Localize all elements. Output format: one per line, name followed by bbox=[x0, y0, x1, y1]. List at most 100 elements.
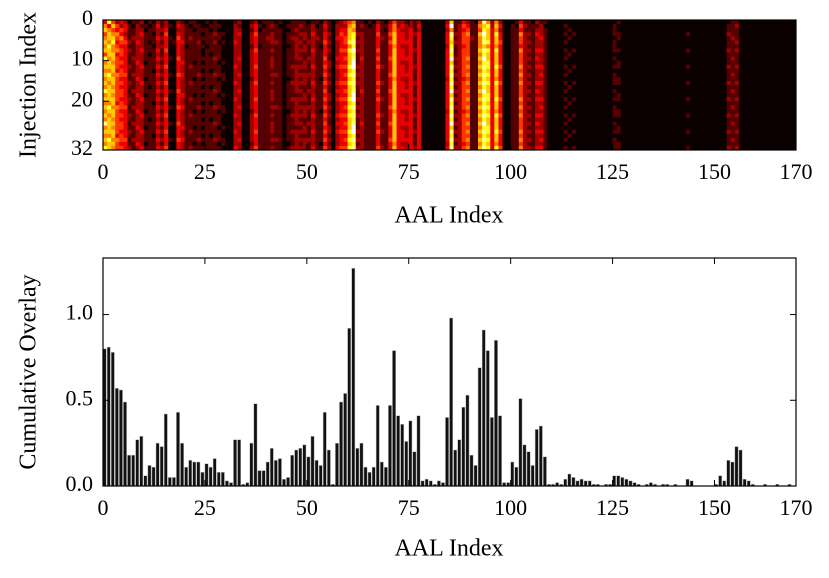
heatmap-cell bbox=[555, 52, 560, 57]
heatmap-cell bbox=[335, 64, 340, 70]
heatmap-cell bbox=[208, 28, 214, 33]
heatmap-cell bbox=[498, 125, 503, 131]
heatmap-cell bbox=[274, 72, 279, 78]
heatmap-cell bbox=[596, 36, 601, 41]
heatmap-cell bbox=[681, 125, 687, 131]
heatmap-cell bbox=[233, 72, 238, 78]
heatmap-cell bbox=[453, 129, 459, 135]
heatmap-cell bbox=[323, 36, 328, 41]
heatmap-cell bbox=[441, 40, 446, 45]
heatmap-cell bbox=[620, 32, 626, 37]
heatmap-cell bbox=[575, 125, 581, 131]
heatmap-cell bbox=[388, 133, 393, 139]
heatmap-cell bbox=[180, 117, 185, 122]
heatmap-cell bbox=[168, 32, 173, 37]
heatmap-cell bbox=[657, 28, 662, 33]
heatmap-cell bbox=[445, 20, 450, 25]
heatmap-cell bbox=[478, 44, 483, 49]
heatmap-cell bbox=[233, 24, 238, 29]
heatmap-cell bbox=[253, 129, 259, 135]
heatmap-cell bbox=[221, 52, 226, 57]
heatmap-cell bbox=[445, 24, 450, 29]
heatmap-cell bbox=[176, 44, 181, 49]
heatmap-cell bbox=[596, 20, 601, 25]
heatmap-cell bbox=[522, 20, 528, 25]
heatmap-cell bbox=[107, 89, 112, 94]
heatmap-cell bbox=[461, 101, 467, 106]
heatmap-cell bbox=[469, 32, 475, 37]
heatmap-cell bbox=[661, 97, 666, 102]
heatmap-cell bbox=[314, 56, 320, 62]
heatmap-cell bbox=[632, 36, 638, 41]
heatmap-cell bbox=[433, 93, 438, 98]
heatmap-cell bbox=[416, 117, 422, 122]
heatmap-cell bbox=[787, 113, 793, 118]
heatmap-cell bbox=[465, 64, 471, 70]
heatmap-cell bbox=[718, 113, 724, 118]
heatmap-cell bbox=[290, 64, 295, 70]
heatmap-cell bbox=[584, 60, 589, 66]
heatmap-cell bbox=[298, 56, 304, 62]
heatmap-cell bbox=[637, 68, 642, 74]
heatmap-cell bbox=[213, 52, 218, 57]
heatmap-cell bbox=[168, 109, 173, 114]
heatmap-cell bbox=[559, 80, 565, 86]
heatmap-cell bbox=[302, 32, 308, 37]
heatmap-cell bbox=[624, 68, 630, 74]
heatmap-cell bbox=[282, 80, 287, 86]
heatmap-cell bbox=[482, 32, 487, 37]
heatmap-cell bbox=[339, 137, 344, 143]
heatmap-cell bbox=[669, 133, 675, 139]
heatmap-cell bbox=[363, 32, 369, 37]
heatmap-cell bbox=[180, 48, 185, 53]
heatmap-cell bbox=[571, 89, 577, 94]
heatmap-cell bbox=[482, 60, 487, 66]
heatmap-cell bbox=[298, 89, 304, 94]
heatmap-cell bbox=[445, 129, 450, 135]
heatmap-cell bbox=[221, 85, 226, 90]
heatmap-cell bbox=[702, 36, 707, 41]
heatmap-cell bbox=[355, 105, 361, 110]
heatmap-cell bbox=[669, 56, 675, 62]
heatmap-cell bbox=[539, 40, 544, 45]
heatmap-cell bbox=[237, 133, 242, 139]
heatmap-cell bbox=[298, 129, 304, 135]
heatmap-cell bbox=[392, 52, 397, 57]
heatmap-cell bbox=[188, 76, 194, 82]
heatmap-cell bbox=[738, 60, 744, 66]
heatmap-cell bbox=[596, 85, 601, 90]
heatmap-cell bbox=[298, 28, 304, 33]
heatmap-cell bbox=[392, 101, 397, 106]
heatmap-cell bbox=[408, 60, 414, 66]
heatmap-cell bbox=[706, 121, 711, 127]
heatmap-cell bbox=[241, 137, 247, 143]
heatmap-cell bbox=[229, 121, 234, 127]
heatmap-cell bbox=[767, 48, 772, 53]
heatmap-cell bbox=[596, 97, 601, 102]
heatmap-cell bbox=[188, 101, 194, 106]
heatmap-cell bbox=[306, 20, 312, 25]
heatmap-cell bbox=[665, 80, 671, 86]
heatmap-cell bbox=[249, 109, 255, 114]
heatmap-cell bbox=[160, 85, 165, 90]
heatmap-cell bbox=[233, 121, 238, 127]
heatmap-cell bbox=[461, 40, 467, 45]
heatmap-cell bbox=[400, 97, 406, 102]
heatmap-cell bbox=[445, 93, 450, 98]
heatmap-cell bbox=[751, 117, 756, 122]
heatmap-cell bbox=[355, 44, 361, 49]
heatmap-cell bbox=[343, 40, 348, 45]
heatmap-cell bbox=[425, 105, 430, 110]
heatmap-cell bbox=[637, 80, 642, 86]
heatmap-cell bbox=[151, 80, 157, 86]
heatmap-cell bbox=[306, 80, 312, 86]
heatmap-cell bbox=[270, 48, 275, 53]
heatmap-cell bbox=[649, 56, 654, 62]
heatmap-cell bbox=[567, 32, 573, 37]
heatmap-cell bbox=[518, 129, 524, 135]
heatmap-cell bbox=[641, 133, 646, 139]
heatmap-cell bbox=[229, 117, 234, 122]
heatmap-cell bbox=[196, 48, 202, 53]
heatmap-cell bbox=[690, 117, 695, 122]
heatmap-cell bbox=[461, 60, 467, 66]
